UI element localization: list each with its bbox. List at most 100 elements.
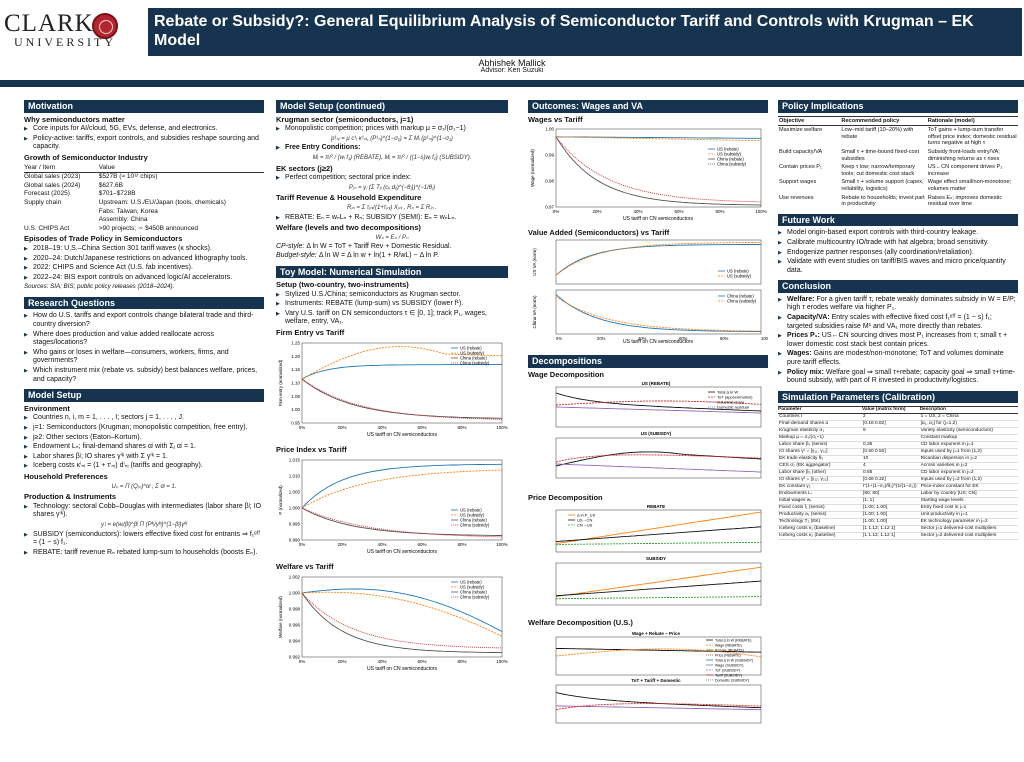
y-tick-label: 1.000: [289, 505, 301, 510]
cell: Labor share β₂ (other): [778, 469, 862, 478]
legend-label: China (subsidy): [460, 360, 490, 365]
table-row: Final-demand shares α [0.18 0.82] [α₁, α₂]…: [778, 420, 1018, 429]
price-ylabel: P (normalized): [278, 485, 283, 515]
model-cont-section: Model Setup (continued) Krugman sector (…: [276, 100, 508, 261]
cell: $527B (≈ 10¹² chips): [98, 173, 158, 181]
model-setup-section: Model Setup Environment Countries n, i, …: [24, 389, 264, 557]
conclusion-label: Wages:: [787, 350, 812, 358]
cell: 8: [862, 427, 920, 436]
cell: Endowments Lᵢ: [778, 490, 862, 499]
conclusion-label: Policy mix:: [787, 368, 824, 376]
toy-item: Instruments: REBATE (lump-sum) vs SUBSID…: [276, 300, 508, 309]
cell: Small τ + time-bound fixed-cost subsidie…: [841, 148, 919, 162]
cell: [1; 1]: [862, 497, 920, 506]
cell: EK technology parameter in j=2: [919, 518, 1018, 527]
cell: [24, 216, 99, 225]
legend-label: Total Δ ln W (REBATE): [715, 638, 751, 642]
welfare-head: Welfare (levels and two decompositions): [276, 223, 421, 233]
cell: 1 = US, 2 = China: [919, 413, 1018, 422]
toy-item: Vary U.S. tariff on CN semiconductors τ …: [276, 310, 508, 327]
x-tick-label: 20%: [597, 336, 606, 341]
wage-decomp-chart: US (REBATE) US (SUBSIDY) Total Δ ln WToT…: [555, 381, 762, 479]
table-row: Support wages Small τ + volume support (c…: [778, 178, 1018, 193]
y-tick-label: 1.05: [291, 393, 300, 398]
wages-chart-title: Wages vs Tariff: [528, 114, 583, 124]
cell: Global sales (2024): [24, 181, 81, 189]
cell: Entry fixed cost in j=1: [919, 504, 1018, 513]
cell: Iceberg costs κ₁ (baseline): [778, 525, 862, 534]
policy-col-header: Objective: [778, 115, 841, 127]
future-item: Model origin-based export controls with …: [778, 229, 1018, 238]
y-tick-label: 0.994: [289, 639, 301, 644]
cell: Markup μ = σ₁/(σ₁−1): [778, 434, 862, 443]
x-tick-label: 40%: [377, 542, 386, 547]
price-xlabel: US tariff on CN semiconductors: [367, 549, 437, 555]
entry-chart: 0.95 1.00 1.05 1.10 1.15 1.20 1.25 0% 20% 40% 60%…: [278, 340, 508, 438]
table-row: Iceberg costs κ₁ (baseline) [1 1.12; 1.12…: [778, 525, 1018, 534]
table-row: Markup μ = σ₁/(σ₁−1) Constant markup: [778, 434, 1018, 443]
cell: Initial wages wᵢ: [778, 497, 862, 506]
table-row: IO shares γ¹ = [γ₁₁, γ₂₁] [0.50 0.50] Inpu…: [778, 448, 1018, 457]
env-item: Iceberg costs κⁱₙᵢ = (1 + τⁱₙᵢ) dⁱₙᵢ (ta…: [24, 462, 264, 471]
env-item: j≥2: Other sectors (Eaton–Kortum).: [24, 434, 264, 443]
cell: 0.55: [862, 469, 920, 478]
env-item: Endowment Lₙ; final-demand shares αʲ wit…: [24, 443, 264, 452]
legend-label: Rebate (REBATE): [715, 648, 744, 652]
env-item: Labor shares βʲ; IO shares γⁱᵏ with Σ γⁱ…: [24, 453, 264, 462]
table-row: Fabs: Taiwan, Korea: [24, 208, 264, 217]
legend-label: China (rebate): [460, 355, 487, 360]
policy-section: Policy Implications Objective Recommende…: [778, 100, 1018, 209]
x-tick-label: 80%: [457, 659, 466, 664]
budget-label: Budget-style:: [276, 251, 317, 259]
hh-equation: Uₙ = Π (Qⱼₙ)^αʲ , Σ αʲ = 1.: [111, 483, 177, 490]
x-tick-label: 60%: [417, 425, 426, 430]
cell: Build capacity/VA: [779, 148, 823, 155]
cell: 4: [862, 462, 920, 471]
why-item: Policy-active: tariffs, export controls,…: [24, 135, 264, 152]
x-tick-label: 0%: [299, 425, 306, 430]
legend-label: ToT (approximation): [717, 395, 753, 400]
growth-col-header: Year / Item: [24, 163, 99, 174]
x-tick-label: 80%: [720, 336, 729, 341]
cell: Γ(1+(1−σ₂)/θ₂)^(1/(1−σ₂)): [862, 483, 920, 492]
wud-sub1: Wage + Rebate − Price: [632, 631, 681, 636]
question-item: How do U.S. tariffs and export controls …: [24, 312, 264, 329]
x-tick-label: 60%: [417, 542, 426, 547]
legend-label: US (rebate): [727, 269, 749, 274]
cell: >90 projects; ∼ $450B announced: [98, 224, 198, 232]
x-tick-label: 0%: [299, 659, 306, 664]
cell: [α₁, α₂] for (j=1,2): [919, 420, 1018, 429]
cell: Inputs used by j=1 from (1,2): [919, 448, 1018, 457]
decomp-section: Decompositions Wage Decomposition US (RE…: [528, 354, 768, 732]
cell: Wage effect small/non-monotone; volumes …: [927, 179, 1012, 192]
cell: $627.6B: [98, 181, 123, 189]
title-bar: Rebate or Subsidy?: General Equilibrium …: [148, 8, 1022, 56]
toy-head: Toy Model: Numerical Simulation: [276, 265, 508, 279]
wud-sub2: ToT + Tariff + Domestic: [631, 678, 681, 683]
future-section: Future Work Model origin-based export co…: [778, 213, 1018, 276]
x-tick-label: 20%: [592, 209, 601, 214]
ek-item: Perfect competition; sectoral price inde…: [276, 174, 508, 183]
x-tick-label: 0%: [299, 542, 306, 547]
growth-col-header: Value: [98, 163, 264, 174]
table-row: Technology T₂ (EK) [1.00; 1.00] EK technol…: [778, 518, 1018, 527]
cell: Small τ + volume support (capex, reliabi…: [841, 179, 924, 192]
conclusion-text: For a given tariff τ, rebate weakly domi…: [787, 295, 1016, 312]
y-tick-label: 1.10: [291, 380, 300, 385]
legend-label: China (rebate): [460, 590, 487, 595]
table-row: Maximize welfare Low–mid tariff (10–20%) …: [778, 126, 1018, 148]
table-row: Use revenues Rebate to households; invest…: [778, 194, 1018, 209]
wd-sub2: US (SUBSIDY): [641, 431, 672, 436]
episode-item: 2018–19: U.S.–China Section 301 tariff w…: [24, 245, 264, 254]
table-row: EK constant γ₂ Γ(1+(1−σ₂)/θ₂)^(1/(1−σ₂)) P…: [778, 483, 1018, 492]
advisor: Advisor: Ken Suzuki: [480, 67, 544, 74]
cell: Contain prices P₁: [779, 164, 822, 171]
x-tick-label: 100%: [755, 209, 767, 214]
cell: Keep τ low; narrow/temporary tools; cut …: [841, 164, 916, 177]
y-tick-label: 0.98: [545, 179, 554, 184]
x-tick-label: 100%: [761, 336, 768, 341]
legend-label: CN→US: [577, 523, 593, 528]
conclusion-item: Welfare: For a given tariff τ, rebate we…: [778, 296, 1018, 313]
cp-line: CP-style: Δ ln W = ToT + Tariff Rev + Do…: [276, 243, 508, 252]
price-decomp-title: Price Decomposition: [528, 492, 603, 502]
